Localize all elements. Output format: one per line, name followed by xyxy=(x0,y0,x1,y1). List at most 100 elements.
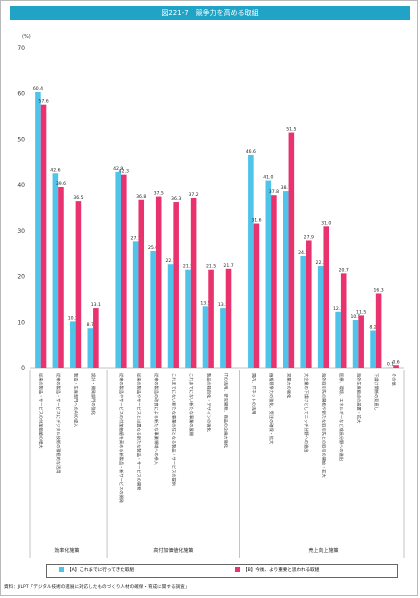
x-category-label: 設計・開発部門の強化 xyxy=(90,373,97,416)
x-category-label: 医療、環境、エネルギーなど成長分野への進出 xyxy=(338,373,345,461)
bar-b xyxy=(138,199,145,368)
figure-source: 資料：JILPT「デジタル技術の進展に対応したものづくり人材の確保・育成に関する… xyxy=(4,585,190,590)
bar-b xyxy=(375,293,382,368)
x-category-label: 海外取引先の開拓や新たな取引先との取引の開始・拡大 xyxy=(320,373,327,478)
y-tick-label: 70 xyxy=(17,45,25,52)
data-label-b: 27.9 xyxy=(304,234,314,240)
bar-a xyxy=(265,180,272,368)
figure-title: 図221-7 競争力を高める取組 xyxy=(10,6,410,20)
bar-a xyxy=(282,191,289,368)
data-label-b: 39.6 xyxy=(56,181,66,187)
data-label-a: 42.9 xyxy=(113,166,123,172)
x-category-label: 従来の製品・サービスにデジタル技術の積極的な活用 xyxy=(55,373,62,473)
legend-swatch-a xyxy=(59,567,64,572)
data-label-b: 37.5 xyxy=(154,191,164,197)
legend-item-a: 【A】これまでに行ってきた取組 xyxy=(59,565,134,577)
bar-a xyxy=(167,264,174,368)
group-label: 効率化施策 xyxy=(54,547,79,554)
bar-b xyxy=(288,132,295,368)
data-label-a: 12.3 xyxy=(333,306,343,312)
data-label-a: 25.6 xyxy=(148,245,158,251)
data-label-a: 22.3 xyxy=(316,260,326,266)
bar-a xyxy=(317,266,324,368)
x-category-label: 営業力の強化 xyxy=(286,373,293,399)
data-label-a: 22.7 xyxy=(165,258,175,264)
data-label-b: 36.3 xyxy=(171,196,181,202)
data-label-a: 0.1 xyxy=(387,362,394,368)
data-label-b: 31.0 xyxy=(321,220,331,226)
bar-a xyxy=(300,256,306,368)
bar-b xyxy=(93,308,99,368)
bar-b xyxy=(358,315,364,368)
y-tick-label: 60 xyxy=(17,91,25,98)
bar-a xyxy=(185,269,191,368)
legend-label-a: 【A】これまでに行ってきた取組 xyxy=(67,568,135,573)
bar-a xyxy=(370,330,376,368)
data-label-b: 36.8 xyxy=(136,194,146,200)
x-category-label: 従来の製品やサービスの付加価値を高める新製品・新サービスの開発 xyxy=(118,373,125,504)
legend-label-b: 【B】今後、より重要と思われる取組 xyxy=(243,568,320,573)
data-label-b: 11.5 xyxy=(356,309,366,315)
bar-b xyxy=(225,268,232,368)
data-label-a: 38.7 xyxy=(281,185,291,191)
legend: 【A】これまでに行ってきた取組 【B】今後、より重要と思われる取組 xyxy=(46,564,398,578)
bar-a xyxy=(132,241,139,368)
y-tick-label: 40 xyxy=(17,182,25,189)
bar-b xyxy=(271,195,277,368)
y-tick-label: 50 xyxy=(17,136,25,143)
y-tick-label: 10 xyxy=(17,319,25,326)
data-label-b: 37.8 xyxy=(269,189,279,195)
bar-a xyxy=(202,306,209,368)
legend-item-b: 【B】今後、より重要と思われる取組 xyxy=(235,565,319,577)
x-category-label: 海外生産拠点の設置・拡大 xyxy=(355,373,362,423)
data-label-b: 42.3 xyxy=(119,169,129,175)
bar-a xyxy=(52,173,59,368)
bar-a xyxy=(87,328,94,368)
data-label-b: 13.1 xyxy=(91,302,101,308)
bar-a xyxy=(150,250,156,368)
data-label-a: 46.6 xyxy=(246,149,256,155)
bar-b xyxy=(173,202,179,368)
y-axis-unit: (%) xyxy=(22,34,31,40)
bar-b xyxy=(306,240,312,368)
bar-a xyxy=(248,154,254,368)
data-label-a: 8.7 xyxy=(87,322,94,328)
x-category-label: その他 xyxy=(390,373,397,386)
x-category-label: 従来の製品やサービスとは異なる新たな製品・サービスの開発 xyxy=(135,373,142,491)
y-tick-label: 20 xyxy=(17,274,25,281)
data-label-b: 20.7 xyxy=(339,267,349,273)
x-category-label: 大企業の下請けとしてニッチ分野への進出 xyxy=(303,373,310,452)
bar-a xyxy=(352,320,359,368)
data-label-b: 31.6 xyxy=(251,218,261,224)
bar-b xyxy=(40,104,47,368)
bar-a xyxy=(220,308,226,368)
legend-swatch-b xyxy=(235,567,240,572)
bar-b xyxy=(323,226,330,368)
bar-b xyxy=(155,196,162,368)
data-label-b: 21.5 xyxy=(206,264,216,270)
y-tick-label: 30 xyxy=(17,228,25,235)
x-category-label: 下請け関係の見直し xyxy=(373,373,380,411)
data-label-b: 0.6 xyxy=(392,359,399,365)
x-category-label: ITの活用、研究開発、商品の企画力強化 xyxy=(223,373,230,449)
group-label: 高付加価値化施策 xyxy=(153,547,193,554)
data-label-a: 60.4 xyxy=(33,86,43,92)
x-category-label: これまでにない新たな事業の展開 xyxy=(188,373,195,436)
bar-a xyxy=(35,91,41,368)
data-label-a: 21.5 xyxy=(183,264,193,270)
x-category-label: 国内、ITネットの活用 xyxy=(251,373,258,414)
x-category-label: 製造・生産部門へのAIの導入 xyxy=(73,373,80,428)
bar-a xyxy=(335,311,341,368)
bar-b xyxy=(121,174,127,368)
data-label-b: 16.3 xyxy=(373,287,383,293)
data-label-a: 42.6 xyxy=(50,167,60,173)
bar-a xyxy=(70,321,76,368)
x-category-label: 従来の製品・サービスの付加価値の増大 xyxy=(38,373,45,448)
bar-b xyxy=(190,197,197,368)
bar-a xyxy=(115,171,121,368)
bar-b xyxy=(340,273,347,368)
data-label-b: 37.2 xyxy=(188,192,198,198)
data-label-a: 24.5 xyxy=(298,250,308,256)
bar-b xyxy=(253,223,260,368)
